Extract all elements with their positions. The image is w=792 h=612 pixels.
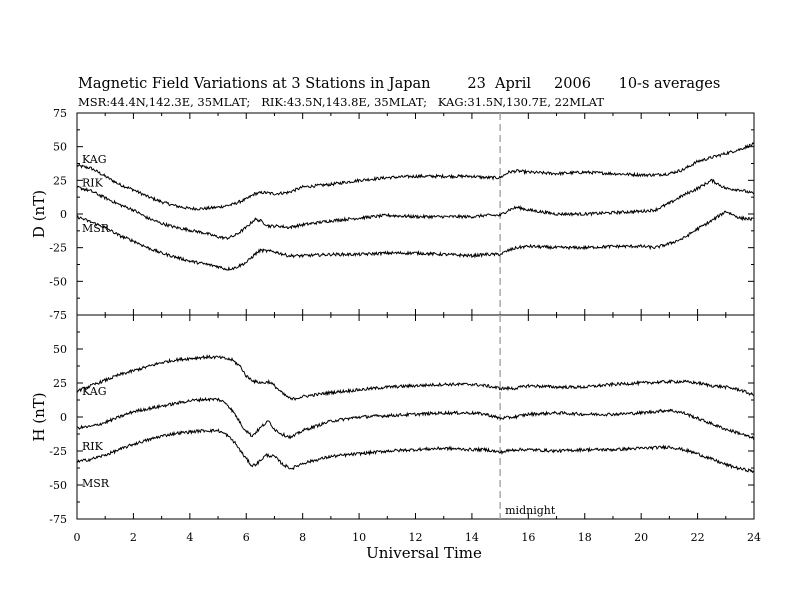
- series-D-KAG-line: [76, 142, 755, 212]
- panel-D-y-axis-title: D (nT): [30, 190, 48, 238]
- panel-H-ytick-label: -75: [49, 513, 67, 526]
- panel-D-ytick-label: 75: [53, 107, 67, 120]
- x-axis-title: Universal Time: [366, 544, 482, 562]
- x-tick-label: 18: [578, 531, 592, 544]
- x-tick-label: 14: [465, 531, 479, 544]
- series-H-KAG-line: [76, 354, 755, 401]
- panel-H-ytick-label: 50: [53, 343, 67, 356]
- panel-H-ytick-label: -25: [49, 445, 67, 458]
- series-D-MSR-line: [76, 210, 755, 271]
- x-tick-label: 12: [409, 531, 423, 544]
- panel-D-frame: [76, 112, 755, 316]
- panel-H-ytick-label: 0: [60, 411, 67, 424]
- x-tick-label: 24: [747, 531, 761, 544]
- series-H-RIK-label: RIK: [82, 440, 104, 453]
- series-H-KAG-label: KAG: [82, 385, 107, 398]
- series-D-MSR-label: MSR: [82, 222, 110, 235]
- x-tick-label: 10: [352, 531, 366, 544]
- series-D-RIK-line: [76, 178, 755, 241]
- x-tick-label: 16: [521, 531, 535, 544]
- panel-H-ytick-label: 25: [53, 377, 67, 390]
- x-tick-label: 22: [691, 531, 705, 544]
- chart-subtitle: MSR:44.4N,142.3E, 35MLAT; RIK:43.5N,143.…: [78, 95, 604, 109]
- panel-D-ytick-label: 50: [53, 141, 67, 154]
- x-tick-label: 0: [74, 531, 81, 544]
- series-H-MSR-line: [76, 428, 755, 474]
- panel-D-ytick-label: -25: [49, 242, 67, 255]
- panels-group: 75 50 25 0 -25 -50 -75 D (nT) KAG RIK MSR 50 25 0 -25 -…: [30, 107, 761, 544]
- midnight-annotation: midnight: [505, 504, 556, 517]
- x-tick-label: 6: [243, 531, 250, 544]
- panel-H-ytick-label: -50: [49, 479, 67, 492]
- panel-H-frame: [76, 314, 755, 520]
- x-tick-label: 20: [634, 531, 648, 544]
- panel-D-ytick-label: -50: [49, 275, 67, 288]
- panel-D-ytick-label: 25: [53, 174, 67, 187]
- panel-D-ytick-label: -75: [49, 309, 67, 322]
- series-H-RIK-line: [76, 396, 755, 441]
- panel-D-ytick-label: 0: [60, 208, 67, 221]
- x-tick-label: 8: [299, 531, 306, 544]
- x-tick-label: 2: [130, 531, 137, 544]
- chart-title: Magnetic Field Variations at 3 Stations …: [78, 76, 720, 92]
- panel-H-y-axis-title: H (nT): [30, 392, 48, 441]
- x-tick-label: 4: [186, 531, 193, 544]
- series-H-MSR-label: MSR: [82, 477, 110, 490]
- series-D-RIK-label: RIK: [82, 176, 104, 189]
- series-D-KAG-label: KAG: [82, 153, 107, 166]
